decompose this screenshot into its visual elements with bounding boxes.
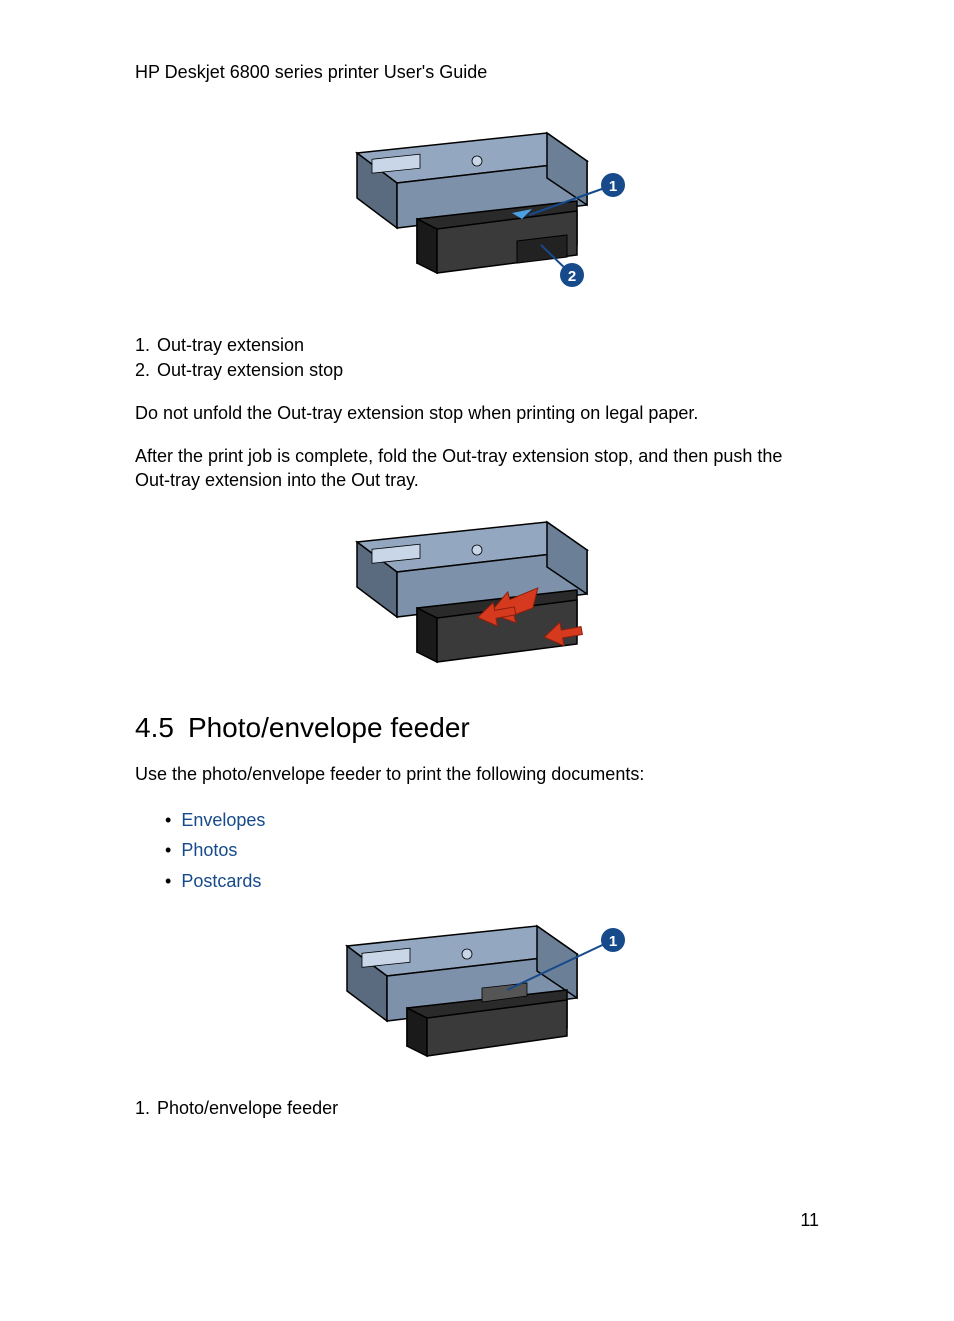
legend-2: 1. Photo/envelope feeder	[135, 1096, 819, 1121]
legend-item: 1. Out-tray extension	[135, 333, 819, 358]
page-number: 11	[800, 1210, 819, 1231]
callout-2: 2	[568, 268, 576, 285]
list-item: Envelopes	[165, 805, 819, 836]
header-title: HP Deskjet 6800 series printer User's Gu…	[135, 62, 487, 82]
printer-illustration-1: 1 2	[317, 123, 637, 303]
document-header: HP Deskjet 6800 series printer User's Gu…	[135, 62, 819, 83]
figure-push-tray	[135, 512, 819, 672]
section-heading: 4.5 Photo/envelope feeder	[135, 712, 819, 744]
paragraph: Use the photo/envelope feeder to print t…	[135, 762, 819, 786]
legend-text: Out-tray extension	[157, 333, 304, 358]
list-item: Photos	[165, 835, 819, 866]
legend-num: 2.	[135, 358, 157, 383]
paragraph: After the print job is complete, fold th…	[135, 444, 819, 493]
link-list: Envelopes Photos Postcards	[165, 805, 819, 897]
figure-out-tray: 1 2	[135, 123, 819, 303]
paragraph: Do not unfold the Out-tray extension sto…	[135, 401, 819, 425]
legend-text: Photo/envelope feeder	[157, 1096, 338, 1121]
legend-num: 1.	[135, 333, 157, 358]
printer-illustration-2	[327, 512, 627, 672]
link-postcards[interactable]: Postcards	[181, 871, 261, 891]
legend-1: 1. Out-tray extension 2. Out-tray extens…	[135, 333, 819, 383]
legend-num: 1.	[135, 1096, 157, 1121]
callout-1: 1	[609, 178, 617, 195]
link-photos[interactable]: Photos	[181, 840, 237, 860]
legend-item: 1. Photo/envelope feeder	[135, 1096, 819, 1121]
printer-illustration-3: 1	[317, 916, 637, 1066]
list-item: Postcards	[165, 866, 819, 897]
callout-1: 1	[609, 933, 617, 950]
legend-item: 2. Out-tray extension stop	[135, 358, 819, 383]
link-envelopes[interactable]: Envelopes	[181, 810, 265, 830]
section-title: Photo/envelope feeder	[188, 712, 470, 744]
figure-feeder: 1	[135, 916, 819, 1066]
section-number: 4.5	[135, 712, 174, 744]
legend-text: Out-tray extension stop	[157, 358, 343, 383]
